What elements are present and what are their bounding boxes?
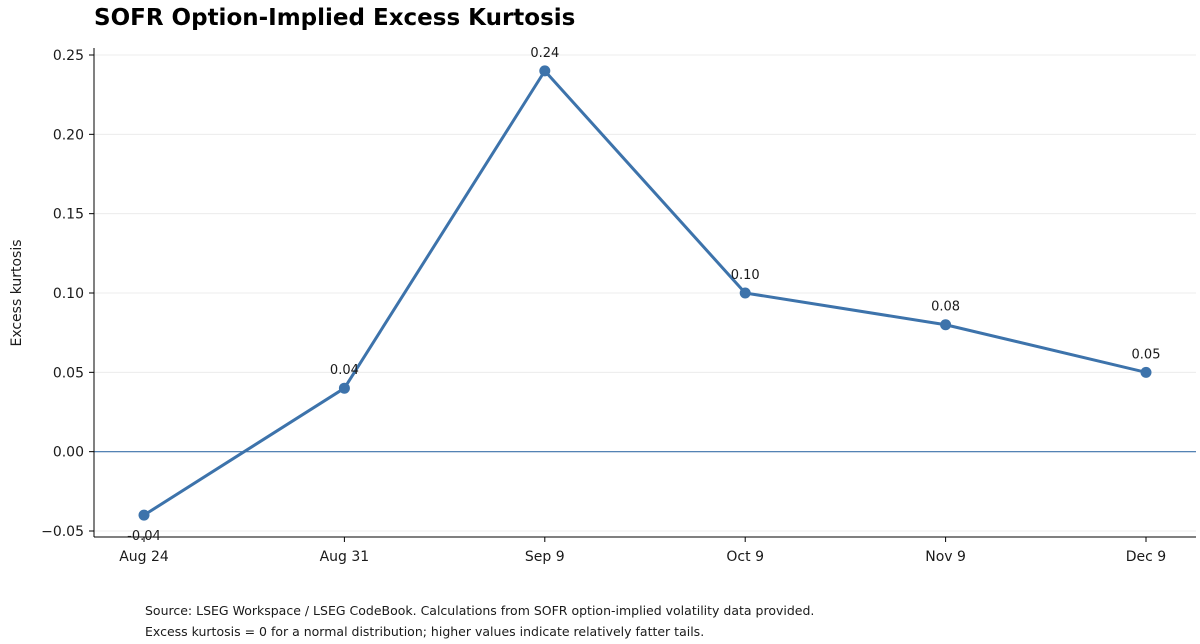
data-labels: -0.04 0.04 0.24 0.10 0.08 0.05 [127, 46, 1160, 544]
gridlines [94, 54, 1196, 532]
data-point-oct-9 [739, 287, 751, 299]
data-label-nov-9: 0.08 [931, 300, 960, 315]
x-tick-label-4: Nov 9 [925, 549, 966, 565]
data-label-oct-9: 0.10 [731, 268, 760, 283]
kurtosis-explanation-note: Excess kurtosis = 0 for a normal distrib… [145, 624, 705, 639]
y-tick-label-2: 0.05 [53, 365, 84, 381]
y-tick-label-6: 0.25 [53, 48, 84, 64]
x-tick-label-0: Aug 24 [119, 549, 169, 565]
series-line-0 [142, 69, 1148, 517]
data-point-sep-9 [539, 65, 551, 77]
series-points [138, 65, 1152, 521]
y-tick-label-1: 0.00 [53, 445, 84, 461]
x-tick-label-2: Sep 9 [525, 549, 565, 565]
y-tick-label-4: 0.15 [53, 207, 84, 223]
data-point-nov-9 [940, 319, 952, 331]
y-tick-label-0: −0.05 [41, 524, 84, 540]
data-label-sep-9: 0.24 [530, 46, 559, 61]
chart-title: SOFR Option-Implied Excess Kurtosis [94, 5, 575, 31]
data-label-dec-9: 0.05 [1132, 347, 1161, 362]
data-point-dec-9 [1140, 366, 1152, 378]
source-note: Source: LSEG Workspace / LSEG CodeBook. … [145, 603, 815, 618]
x-axis-ticks: Aug 24 Aug 31 Sep 9 Oct 9 Nov 9 Dec 9 [119, 537, 1166, 565]
data-label-aug-31: 0.04 [330, 363, 359, 378]
x-tick-label-5: Dec 9 [1126, 549, 1166, 565]
x-tick-label-3: Oct 9 [726, 549, 764, 565]
y-tick-label-5: 0.20 [53, 127, 84, 143]
data-point-aug-31 [338, 382, 350, 394]
y-tick-label-3: 0.10 [53, 286, 84, 302]
series-line [142, 69, 1148, 517]
data-point-aug-24 [138, 509, 150, 521]
y-axis-label: Excess kurtosis [9, 239, 25, 346]
data-label-aug-24: -0.04 [127, 529, 161, 544]
y-axis-ticks: −0.05 0.00 0.05 0.10 0.15 0.20 0.25 [41, 48, 94, 540]
x-tick-label-1: Aug 31 [320, 549, 370, 565]
